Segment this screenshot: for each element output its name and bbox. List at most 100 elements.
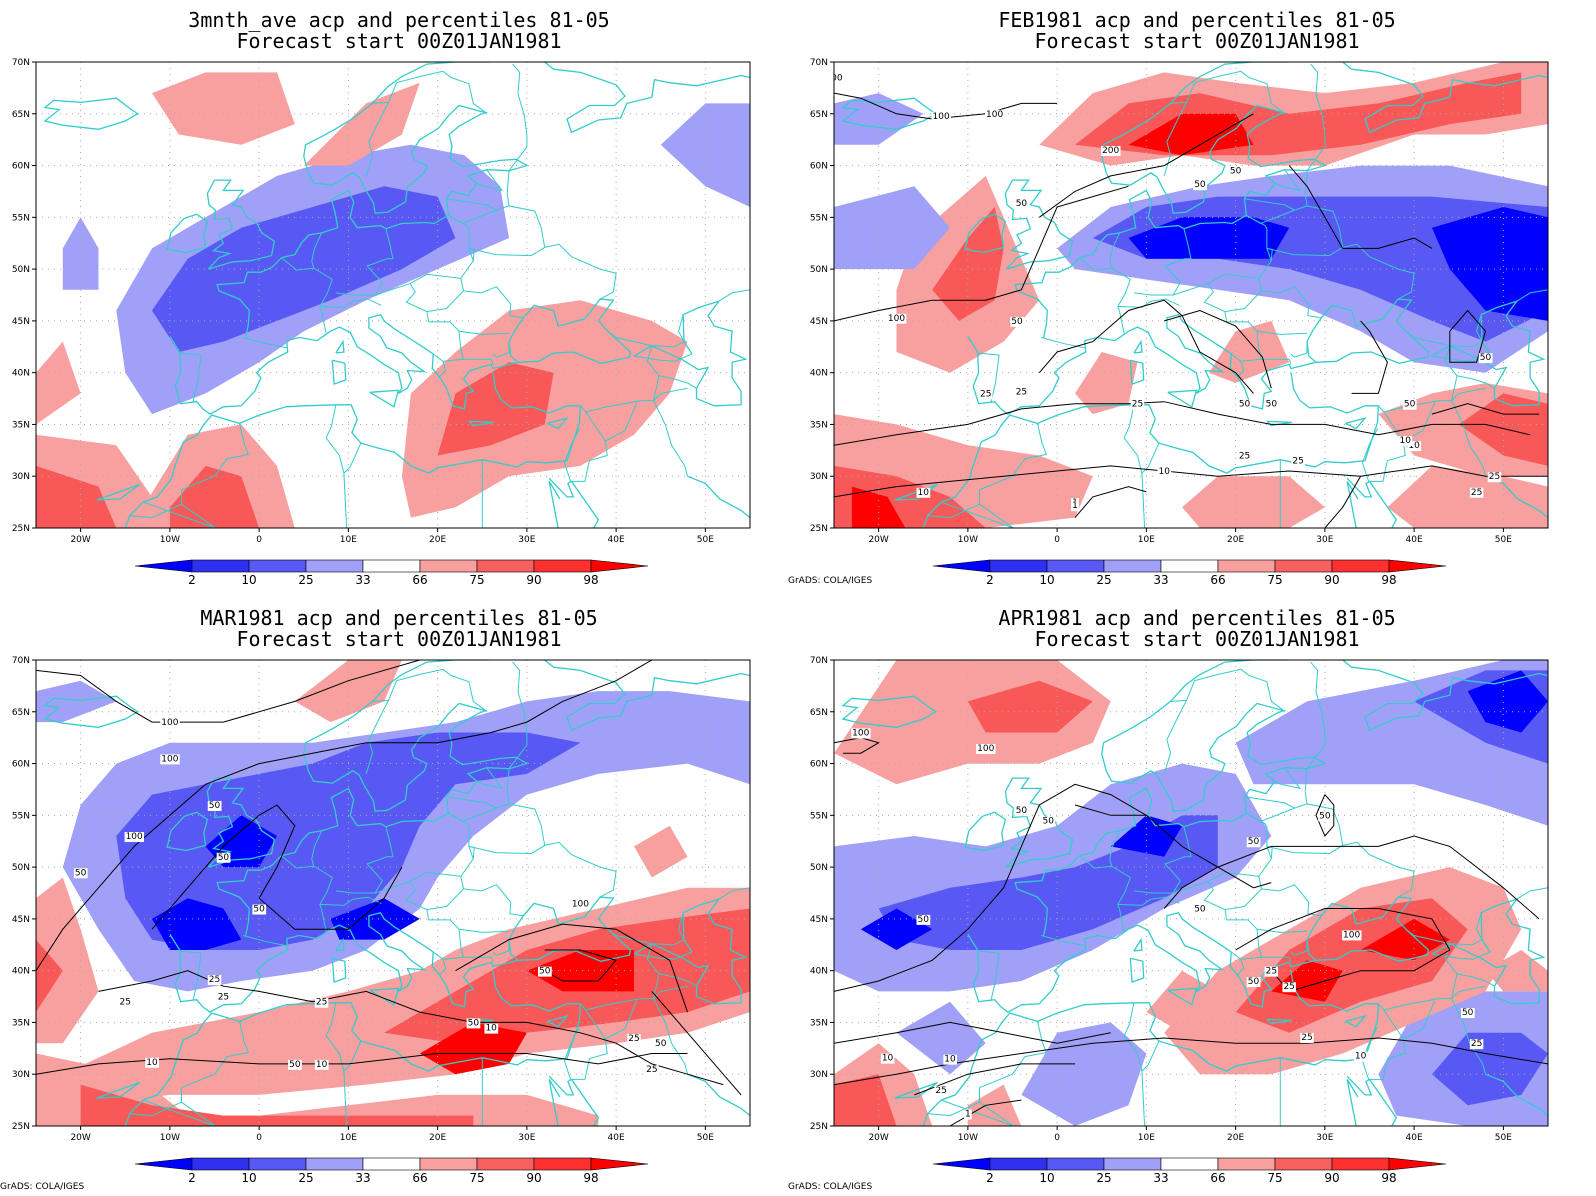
country-border: [343, 442, 362, 528]
colorbar-arrow-left: [134, 1157, 193, 1171]
coastline: [1014, 660, 1327, 936]
country-border: [1378, 943, 1458, 1011]
country-border: [1133, 826, 1192, 894]
country-border: [426, 311, 460, 332]
coastline: [1485, 1073, 1548, 1117]
country-border: [142, 500, 216, 528]
colorbar-segment: [989, 1157, 1048, 1171]
contour-label: 50: [1016, 806, 1028, 816]
colorbar-segment: [989, 559, 1048, 573]
colorbar-label: 2: [188, 573, 196, 587]
latitude-label: 25N: [810, 524, 828, 534]
country-border: [179, 352, 202, 402]
country-border: [448, 209, 497, 225]
coastline: [1014, 62, 1327, 338]
contour-line: [651, 991, 742, 1096]
country-border: [1240, 956, 1292, 963]
percentile-shade-region: [834, 186, 950, 270]
country-border: [653, 400, 688, 477]
percentile-shade-region: [62, 217, 99, 290]
panel-title: APR1981 acp and percentiles 81-05: [998, 606, 1396, 630]
longitude-label: 10W: [160, 535, 180, 545]
coastline: [544, 62, 750, 134]
latitude-label: 70N: [810, 58, 828, 68]
colorbar-segment: [191, 559, 250, 573]
contour-label: 50: [253, 905, 265, 915]
contour-label: 100: [126, 832, 143, 842]
coastline: [633, 897, 748, 1005]
contour-label: 50: [1194, 180, 1206, 190]
colorbar-label: 33: [355, 573, 370, 587]
country-border: [1306, 661, 1326, 770]
country-border: [1516, 289, 1548, 302]
contour-label: 50: [1462, 1008, 1474, 1018]
colorbar-label: 25: [298, 573, 313, 587]
latitude-label: 35N: [810, 420, 828, 430]
colorbar-segment: [248, 1157, 307, 1171]
contour-label: 100: [933, 112, 950, 122]
country-border: [1123, 1002, 1143, 1072]
panel-title: 3mnth_ave acp and percentiles 81-05: [188, 8, 610, 32]
contour-label: 50: [1266, 400, 1278, 410]
contour-label: 10: [146, 1058, 158, 1068]
contour-line: [834, 1021, 1111, 1044]
plot-frame: [35, 659, 751, 1127]
colorbar-label: 90: [526, 573, 541, 587]
country-border: [1378, 345, 1458, 413]
contour-label: 10: [944, 1055, 956, 1065]
longitude-label: 10E: [1138, 1133, 1155, 1143]
contour-label: 50: [289, 1060, 301, 1070]
latitude-label: 45N: [810, 915, 828, 925]
percentile-shade-region: [1182, 476, 1325, 528]
colorbar-segment: [1274, 559, 1333, 573]
country-border: [1451, 998, 1486, 1075]
panel-subtitle: Forecast start 00Z01JAN1981: [236, 29, 562, 53]
contour-line: [914, 1063, 1075, 1096]
country-border: [242, 337, 287, 349]
percentile-shade-region: [36, 1053, 599, 1126]
country-border: [372, 70, 487, 114]
country-border: [1369, 1009, 1406, 1080]
colorbar-segment: [1217, 1157, 1276, 1171]
country-border: [448, 807, 497, 823]
contour-line: [544, 949, 617, 982]
country-border: [426, 909, 460, 930]
country-border: [442, 358, 494, 365]
longitude-label: 10E: [1138, 535, 1155, 545]
contour-label: 50: [1248, 977, 1260, 987]
contour-label: 100: [572, 899, 589, 909]
country-border: [506, 170, 546, 248]
colorbar-segment: [533, 1157, 592, 1171]
percentile-shade-region: [36, 341, 81, 425]
longitude-label: 10W: [958, 535, 978, 545]
latitude-label: 40N: [12, 369, 30, 379]
coastline: [1004, 777, 1074, 868]
contour-label: 25: [935, 1086, 946, 1096]
colorbar-label: 25: [298, 1171, 313, 1185]
contour-line: [1351, 320, 1388, 394]
country-border: [1246, 807, 1295, 823]
country-border: [1244, 796, 1308, 809]
country-border: [658, 973, 697, 987]
coastline: [1346, 1075, 1398, 1126]
contour-label: 25: [218, 993, 229, 1003]
contour-label: 10: [918, 488, 930, 498]
country-border: [1109, 830, 1121, 867]
latitude-label: 50N: [810, 265, 828, 275]
colorbar-segment: [1046, 559, 1105, 573]
contour-label: 25: [1283, 982, 1294, 992]
colorbar-label: 10: [241, 1171, 256, 1185]
colorbar-label: 33: [355, 1171, 370, 1185]
country-border: [372, 668, 487, 712]
colorbar-segment: [191, 1157, 250, 1171]
colorbar-label: 66: [412, 1171, 427, 1185]
longitude-label: 40E: [608, 1133, 625, 1143]
coastline: [1133, 937, 1143, 952]
coastline: [1004, 179, 1074, 270]
contour-label: 10: [1158, 467, 1170, 477]
longitude-label: 20W: [868, 1133, 888, 1143]
contour-label: 25: [120, 998, 131, 1008]
colorbar-label: 2: [986, 1171, 994, 1185]
percentile-shade-region: [36, 680, 117, 723]
